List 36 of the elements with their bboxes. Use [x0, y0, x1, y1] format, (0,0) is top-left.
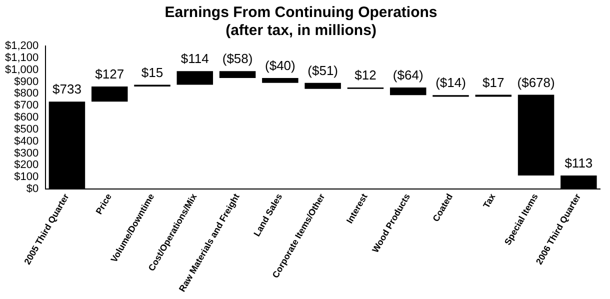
- chart-subtitle: (after tax, in millions): [226, 22, 376, 40]
- data-label: ($51): [308, 62, 338, 78]
- data-label: ($14): [436, 75, 466, 90]
- y-tick-label: $1,100: [4, 52, 39, 64]
- data-label: $15: [141, 64, 164, 80]
- y-tick-label: $500: [14, 123, 39, 136]
- y-tick-label: $200: [14, 159, 39, 172]
- y-tick-label: $800: [14, 88, 39, 100]
- y-tick-label: $1,200: [4, 40, 39, 52]
- data-label: $113: [564, 156, 593, 171]
- y-tick-label: $300: [14, 147, 39, 160]
- data-label: $733: [52, 82, 82, 97]
- chart-title: Earnings From Continuing Operations: [164, 4, 438, 22]
- data-label: ($58): [222, 51, 253, 66]
- data-label: ($678): [517, 74, 555, 90]
- bar: [176, 71, 214, 85]
- data-label: $12: [354, 68, 376, 83]
- data-label: $114: [180, 51, 209, 66]
- y-tick-label: $900: [14, 76, 39, 88]
- bar: [390, 87, 426, 96]
- bar: [518, 94, 554, 176]
- y-tick-label: $100: [14, 171, 39, 184]
- y-tick-label: $400: [14, 135, 39, 148]
- y-tick-label: $600: [14, 112, 39, 124]
- y-tick-label: $1,000: [4, 64, 39, 76]
- data-label: $17: [482, 74, 504, 90]
- data-label: ($64): [392, 68, 424, 83]
- data-label: $127: [95, 66, 124, 82]
- bar: [91, 86, 128, 102]
- x-tick-label: Tax: [481, 192, 498, 210]
- bar: [219, 71, 256, 78]
- data-label: ($40): [265, 58, 296, 74]
- bar: [304, 82, 341, 89]
- bar: [262, 78, 298, 83]
- y-tick-label: $0: [26, 183, 39, 196]
- y-tick-label: $700: [14, 100, 39, 112]
